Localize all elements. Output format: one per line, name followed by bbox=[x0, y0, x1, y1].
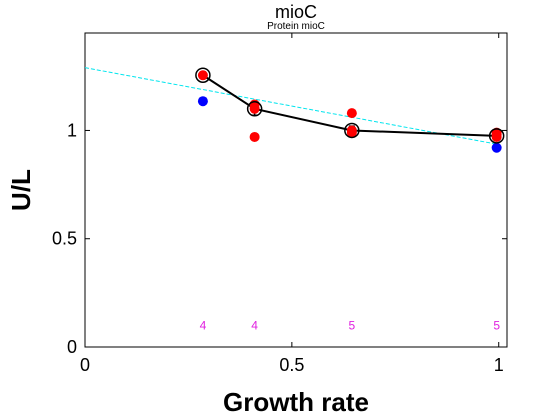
mean-marker bbox=[195, 67, 211, 83]
y-axis-label: U/L bbox=[6, 169, 36, 211]
red-point bbox=[249, 103, 260, 114]
red-point bbox=[346, 108, 357, 119]
y-tick-label: 0.5 bbox=[52, 229, 77, 249]
sample-count-label: 4 bbox=[200, 318, 207, 332]
chart-subtitle: Protein mioC bbox=[267, 21, 325, 32]
red-point bbox=[491, 131, 502, 142]
mean-marker bbox=[246, 101, 263, 117]
x-axis-label: Growth rate bbox=[223, 387, 369, 417]
red-point bbox=[197, 70, 208, 81]
red-point bbox=[346, 127, 357, 138]
fit-layer bbox=[84, 67, 499, 146]
blue-point bbox=[491, 142, 502, 153]
mean-marker bbox=[488, 128, 505, 144]
plot-area bbox=[84, 32, 508, 348]
points-layer bbox=[195, 67, 505, 153]
blue-point bbox=[197, 96, 208, 107]
sample-count-label: 4 bbox=[251, 318, 258, 332]
y-tick-label: 1 bbox=[67, 120, 77, 140]
sample-count-label: 5 bbox=[349, 318, 356, 332]
x-tick-label: 1 bbox=[494, 355, 504, 375]
ticks-layer: 0 0.5 1 0 0.5 1 bbox=[52, 33, 507, 375]
x-tick-label: 0.5 bbox=[279, 355, 304, 375]
y-tick-label: 0 bbox=[67, 337, 77, 357]
fit-line bbox=[84, 67, 499, 146]
sample-count-label: 5 bbox=[493, 318, 500, 332]
mean-line bbox=[202, 74, 497, 137]
x-tick-label: 0 bbox=[80, 355, 90, 375]
counts-layer: 4 4 5 5 bbox=[200, 318, 501, 332]
chart-title: mioC bbox=[275, 2, 317, 22]
mean-marker bbox=[344, 122, 360, 139]
red-point bbox=[249, 131, 260, 142]
